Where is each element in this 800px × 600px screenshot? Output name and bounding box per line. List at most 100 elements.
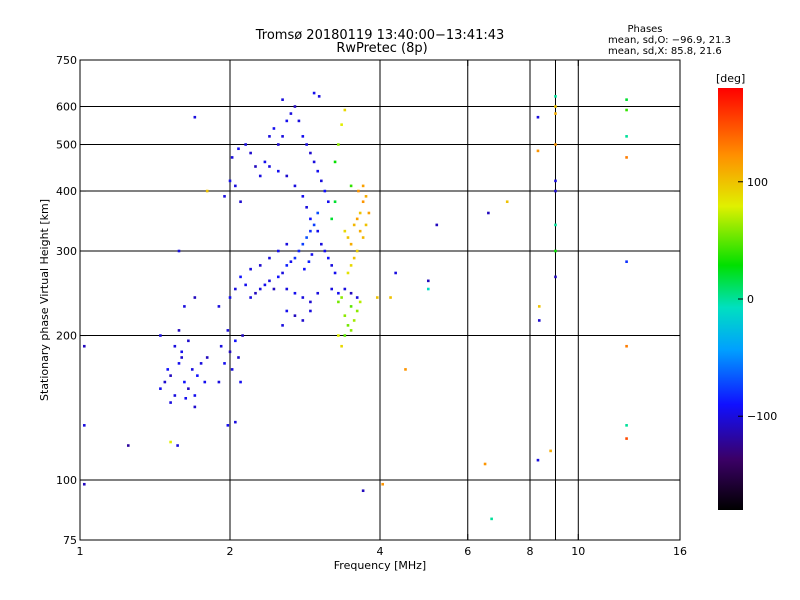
data-point: [361, 200, 365, 204]
data-point: [305, 236, 308, 239]
y-axis-label: Stationary phase Virtual Height [km]: [38, 199, 51, 401]
x-tick-label: 2: [227, 545, 234, 558]
data-point: [199, 362, 203, 365]
y-tick-label: 500: [56, 139, 77, 152]
data-point: [330, 264, 334, 267]
data-point: [228, 179, 232, 183]
data-point: [340, 296, 343, 299]
data-point: [293, 105, 297, 108]
data-point: [285, 242, 289, 246]
data-point: [323, 189, 327, 193]
data-point: [536, 458, 540, 462]
data-point: [361, 184, 365, 188]
data-point: [554, 189, 557, 193]
data-point: [333, 271, 337, 275]
x-tick-label: 4: [377, 545, 384, 558]
data-point: [343, 108, 347, 112]
data-point: [190, 368, 194, 371]
data-point: [230, 368, 234, 371]
data-point: [364, 223, 368, 227]
data-point: [404, 368, 407, 371]
data-point: [254, 291, 257, 295]
data-point: [327, 200, 330, 204]
data-point: [301, 319, 305, 322]
data-point: [301, 135, 305, 138]
data-point: [82, 344, 86, 348]
data-point: [364, 195, 368, 198]
data-point: [180, 350, 184, 354]
data-point: [258, 264, 262, 267]
data-point: [205, 356, 209, 359]
data-point: [625, 98, 628, 101]
data-point: [184, 397, 188, 400]
data-point: [309, 217, 312, 221]
data-point: [355, 296, 359, 299]
data-point: [333, 160, 337, 164]
data-point: [316, 291, 320, 295]
data-point: [625, 135, 628, 138]
data-point: [490, 517, 493, 521]
colorbar-tick-label: 100: [747, 176, 768, 189]
data-point: [337, 300, 340, 304]
data-point: [126, 444, 130, 447]
data-point: [176, 444, 179, 447]
data-point: [312, 91, 316, 95]
data-point: [289, 260, 293, 263]
data-point: [337, 334, 340, 337]
data-point: [159, 387, 162, 390]
data-point: [234, 184, 237, 188]
data-point: [193, 394, 197, 397]
data-point: [272, 127, 276, 130]
data-point: [177, 249, 181, 253]
data-point: [276, 169, 280, 173]
y-tick-label: 100: [56, 474, 77, 487]
data-point: [340, 344, 343, 348]
data-point: [254, 165, 257, 168]
data-point: [226, 329, 230, 332]
data-point: [166, 368, 170, 371]
data-point: [317, 95, 321, 98]
data-point: [276, 143, 280, 146]
data-point: [435, 223, 439, 227]
data-point: [337, 291, 340, 295]
data-point: [244, 283, 247, 287]
data-point: [358, 229, 362, 233]
data-point: [268, 135, 271, 138]
data-point: [352, 256, 356, 260]
data-point: [305, 205, 308, 209]
data-point: [82, 424, 86, 427]
data-point: [505, 200, 509, 204]
data-point: [183, 380, 186, 384]
data-point: [237, 356, 240, 359]
data-point: [355, 309, 359, 313]
data-point: [343, 334, 347, 337]
data-point: [180, 356, 184, 359]
data-point: [217, 380, 221, 384]
x-axis-label: Frequency [MHz]: [334, 559, 426, 572]
colorbar-tick-label: −100: [747, 410, 777, 423]
data-point: [487, 211, 490, 215]
data-point: [554, 143, 557, 146]
data-point: [316, 211, 320, 215]
data-point: [234, 287, 237, 291]
data-point: [281, 271, 284, 275]
data-point: [537, 319, 541, 322]
data-point: [230, 156, 234, 159]
data-point: [239, 275, 242, 279]
data-point: [223, 195, 226, 198]
data-point: [367, 211, 371, 215]
data-point: [309, 151, 312, 155]
data-point: [268, 279, 271, 283]
data-point: [205, 189, 209, 193]
data-point: [361, 489, 365, 493]
data-point: [177, 362, 181, 365]
data-point: [173, 344, 177, 348]
data-point: [281, 324, 284, 327]
data-point: [625, 156, 628, 159]
data-point: [357, 189, 360, 193]
y-tick-label: 75: [63, 534, 77, 547]
grid-layer: [80, 60, 680, 540]
data-point: [307, 260, 311, 263]
data-point: [169, 401, 172, 404]
